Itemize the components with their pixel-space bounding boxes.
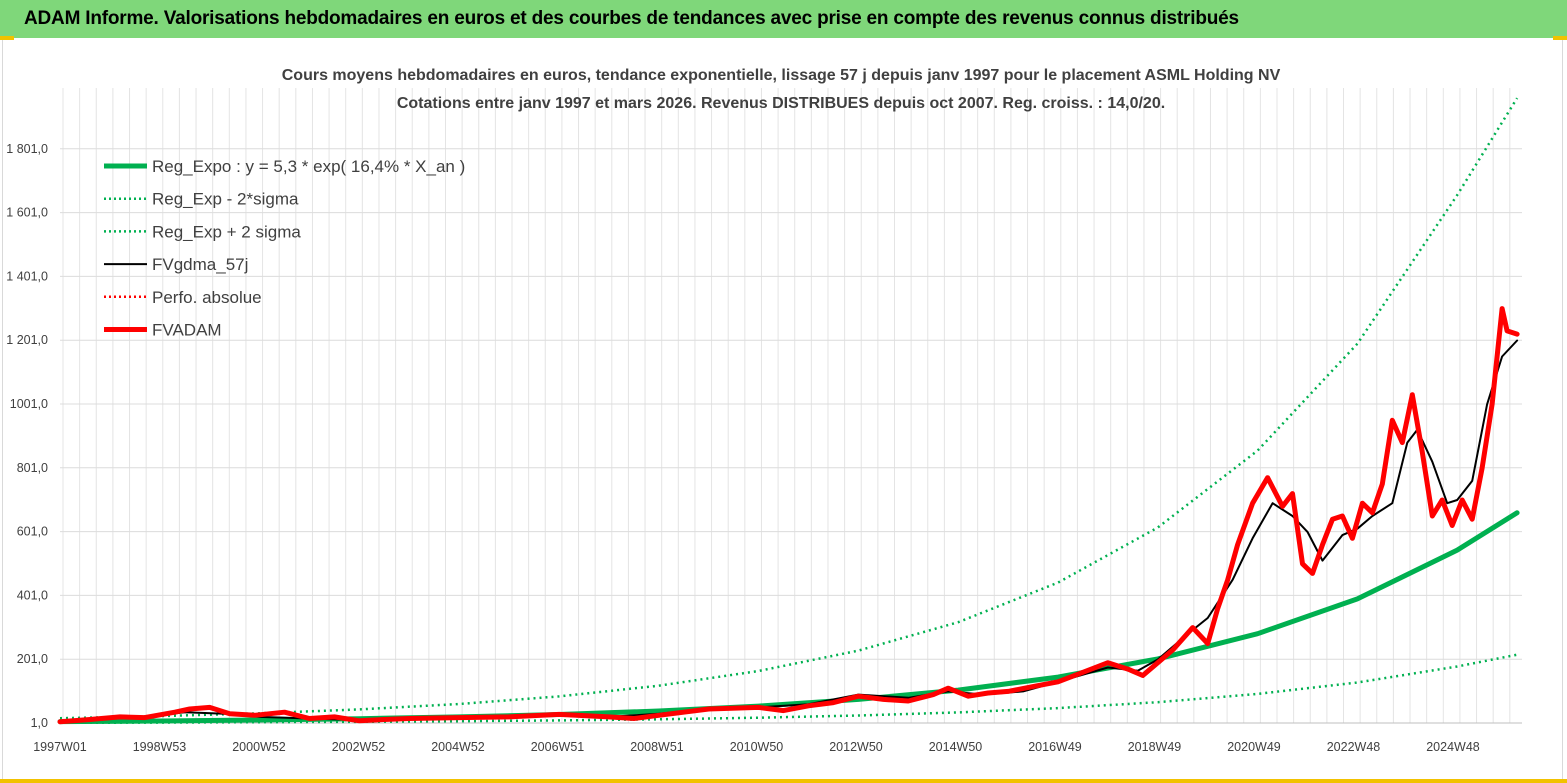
y-axis-ticks: 1,0 201,0 401,0 601,0 801,0 1001,0 1 201,0 1 40… — [6, 142, 48, 730]
x-tick-label: 2022W48 — [1327, 740, 1381, 754]
x-tick-label: 2008W51 — [630, 740, 684, 754]
legend-label: Reg_Expo : y = 5,3 * exp( 16,4% * X_an ) — [152, 157, 465, 176]
x-tick-label: 1997W01 — [33, 740, 87, 754]
chart-frame — [2, 40, 1563, 780]
y-tick-label: 1 801,0 — [6, 142, 48, 156]
legend-label: FVgdma_57j — [152, 255, 248, 274]
y-tick-label: 201,0 — [17, 652, 48, 666]
y-tick-label: 1 201,0 — [6, 333, 48, 347]
report-title: ADAM Informe. Valorisations hebdomadaire… — [24, 8, 1239, 29]
x-tick-label: 2012W50 — [829, 740, 883, 754]
legend-label: FVADAM — [152, 321, 222, 340]
x-tick-label: 2006W51 — [531, 740, 585, 754]
y-tick-label: 601,0 — [17, 525, 48, 539]
legend: Reg_Expo : y = 5,3 * exp( 16,4% * X_an )… — [104, 157, 465, 340]
accent-corner-left — [0, 36, 14, 40]
x-tick-label: 2018W49 — [1128, 740, 1182, 754]
chart-subtitle: Cotations entre janv 1997 et mars 2026. … — [397, 95, 1165, 112]
series-line-5 — [57, 306, 1520, 725]
y-tick-label: 1001,0 — [10, 397, 48, 411]
series-line-2 — [59, 97, 1519, 720]
accent-corner-right — [1553, 36, 1567, 40]
x-tick-label: 2000W52 — [232, 740, 286, 754]
x-tick-label: 2002W52 — [332, 740, 386, 754]
y-tick-label: 1,0 — [31, 716, 48, 730]
series-layer — [57, 97, 1520, 725]
grid-vertical — [62, 88, 1511, 723]
report-banner: ADAM Informe. Valorisations hebdomadaire… — [0, 0, 1567, 38]
y-tick-label: 1 601,0 — [6, 206, 48, 220]
y-tick-label: 801,0 — [17, 461, 48, 475]
legend-label: Perfo. absolue — [152, 288, 262, 307]
chart-title: Cours moyens hebdomadaires en euros, ten… — [282, 67, 1281, 84]
series-line-1 — [59, 653, 1518, 725]
y-tick-label: 401,0 — [17, 588, 48, 602]
accent-bottom-bar — [0, 779, 1567, 783]
x-axis-ticks: 1997W01 1998W53 2000W52 2002W52 2004W52 2006W… — [33, 740, 1480, 754]
x-tick-label: 2010W50 — [730, 740, 784, 754]
legend-label: Reg_Exp - 2*sigma — [152, 190, 299, 209]
x-tick-label: 2004W52 — [431, 740, 485, 754]
y-tick-label: 1 401,0 — [6, 269, 48, 283]
x-tick-label: 2020W49 — [1227, 740, 1281, 754]
x-tick-label: 2014W50 — [929, 740, 983, 754]
x-tick-label: 2024W48 — [1426, 740, 1480, 754]
x-tick-label: 2016W49 — [1028, 740, 1082, 754]
legend-label: Reg_Exp + 2 sigma — [152, 222, 301, 241]
x-tick-label: 1998W53 — [133, 740, 187, 754]
